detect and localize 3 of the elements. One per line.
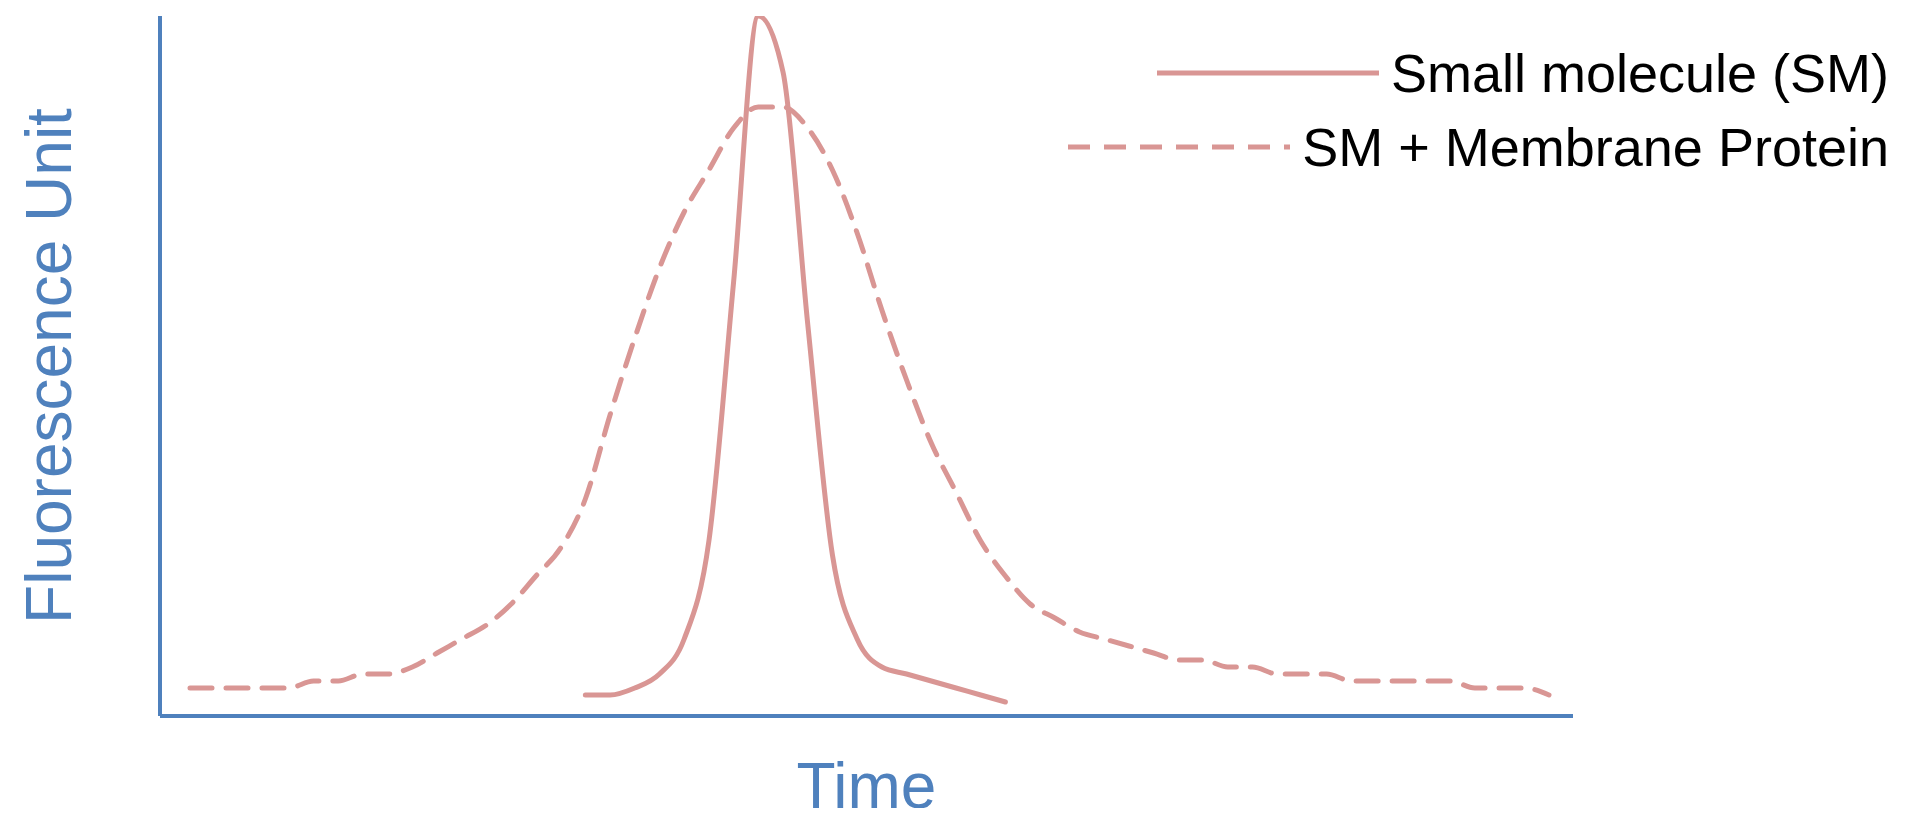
legend-label: SM + Membrane Protein [1302,116,1889,179]
y-axis-title: Fluorescence Unit [12,107,85,624]
legend-label: Small molecule (SM) [1390,42,1889,105]
